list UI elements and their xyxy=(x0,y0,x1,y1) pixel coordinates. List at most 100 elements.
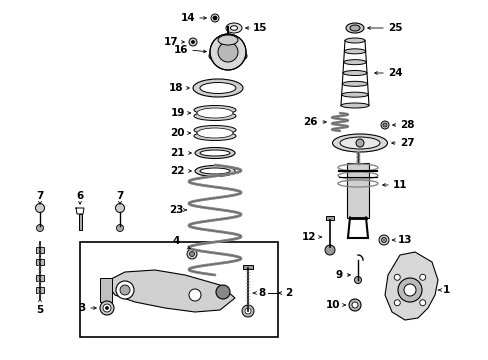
Bar xyxy=(79,214,81,230)
Circle shape xyxy=(116,225,123,231)
Circle shape xyxy=(244,308,250,314)
Circle shape xyxy=(189,289,201,301)
Circle shape xyxy=(351,302,357,308)
Circle shape xyxy=(216,285,229,299)
Text: 15: 15 xyxy=(252,23,267,33)
Ellipse shape xyxy=(340,103,368,108)
Text: 13: 13 xyxy=(397,235,412,245)
Bar xyxy=(80,242,278,337)
Ellipse shape xyxy=(225,23,242,33)
Text: 28: 28 xyxy=(399,120,414,130)
Text: 17: 17 xyxy=(163,37,178,47)
Ellipse shape xyxy=(195,148,235,158)
Circle shape xyxy=(189,38,197,46)
Text: 3: 3 xyxy=(79,303,86,313)
Ellipse shape xyxy=(346,23,363,33)
Circle shape xyxy=(120,285,130,295)
Text: 27: 27 xyxy=(399,138,414,148)
Text: 16: 16 xyxy=(173,45,187,55)
Bar xyxy=(100,278,112,302)
Circle shape xyxy=(242,305,253,317)
Text: 12: 12 xyxy=(301,232,315,242)
Circle shape xyxy=(103,304,111,312)
Circle shape xyxy=(381,238,386,243)
Circle shape xyxy=(393,300,400,306)
Circle shape xyxy=(348,299,360,311)
Circle shape xyxy=(378,235,388,245)
Ellipse shape xyxy=(345,38,364,43)
Text: 7: 7 xyxy=(36,191,43,201)
Circle shape xyxy=(218,42,238,62)
Ellipse shape xyxy=(194,105,236,114)
Ellipse shape xyxy=(197,108,232,118)
Circle shape xyxy=(189,252,194,256)
Ellipse shape xyxy=(339,137,379,149)
Bar xyxy=(36,259,44,265)
Circle shape xyxy=(355,139,363,147)
Ellipse shape xyxy=(195,166,235,176)
Circle shape xyxy=(36,203,44,212)
Ellipse shape xyxy=(344,49,365,54)
Ellipse shape xyxy=(341,92,367,97)
Ellipse shape xyxy=(349,25,359,31)
Ellipse shape xyxy=(194,112,236,121)
Text: 21: 21 xyxy=(170,148,184,158)
Circle shape xyxy=(105,306,108,310)
Ellipse shape xyxy=(194,126,236,135)
Text: 20: 20 xyxy=(170,128,184,138)
Text: 26: 26 xyxy=(303,117,317,127)
Text: 22: 22 xyxy=(170,166,184,176)
Text: 1: 1 xyxy=(442,285,449,295)
Ellipse shape xyxy=(200,150,229,156)
Circle shape xyxy=(354,276,361,284)
Ellipse shape xyxy=(193,79,243,97)
Circle shape xyxy=(210,14,219,22)
Circle shape xyxy=(325,245,334,255)
Bar xyxy=(36,247,44,253)
Bar xyxy=(325,216,333,220)
Ellipse shape xyxy=(342,71,366,76)
Circle shape xyxy=(393,274,400,280)
Circle shape xyxy=(397,278,421,302)
Bar xyxy=(243,265,252,269)
Ellipse shape xyxy=(200,168,229,174)
Polygon shape xyxy=(105,270,235,312)
Text: 7: 7 xyxy=(116,191,123,201)
Circle shape xyxy=(100,301,114,315)
Circle shape xyxy=(186,249,197,259)
Circle shape xyxy=(380,121,388,129)
Ellipse shape xyxy=(332,134,386,152)
Bar xyxy=(36,275,44,281)
Circle shape xyxy=(37,225,43,231)
Text: 24: 24 xyxy=(387,68,402,78)
Ellipse shape xyxy=(197,128,232,138)
Text: 5: 5 xyxy=(36,305,43,315)
Text: 4: 4 xyxy=(172,236,180,246)
Text: 14: 14 xyxy=(180,13,195,23)
Circle shape xyxy=(213,16,217,20)
Bar xyxy=(36,287,44,293)
Text: 11: 11 xyxy=(392,180,407,190)
Text: 6: 6 xyxy=(76,191,83,201)
Circle shape xyxy=(191,40,194,44)
Text: 2: 2 xyxy=(285,288,292,298)
Ellipse shape xyxy=(200,82,236,94)
Ellipse shape xyxy=(194,131,236,140)
Text: 19: 19 xyxy=(170,108,184,118)
Circle shape xyxy=(403,284,415,296)
Text: 9: 9 xyxy=(335,270,342,280)
Polygon shape xyxy=(384,252,437,320)
Bar xyxy=(346,162,368,217)
Text: 23: 23 xyxy=(169,205,183,215)
Ellipse shape xyxy=(218,35,238,45)
Ellipse shape xyxy=(208,49,246,63)
Ellipse shape xyxy=(230,26,237,30)
Text: 25: 25 xyxy=(387,23,402,33)
Text: 8: 8 xyxy=(258,288,264,298)
Circle shape xyxy=(116,281,134,299)
Ellipse shape xyxy=(343,60,366,65)
Text: 18: 18 xyxy=(168,83,183,93)
Circle shape xyxy=(419,300,425,306)
Ellipse shape xyxy=(342,81,367,86)
Circle shape xyxy=(115,203,124,212)
